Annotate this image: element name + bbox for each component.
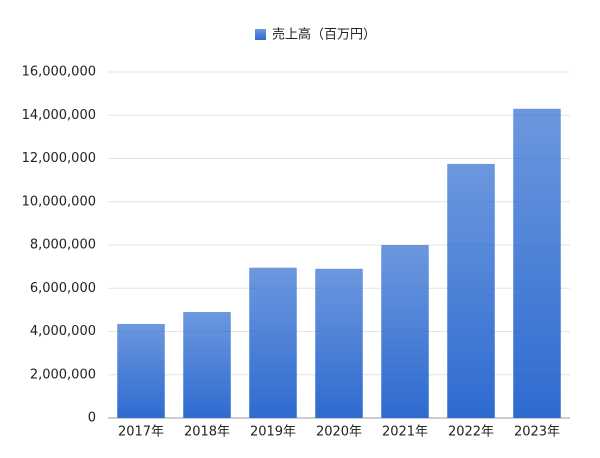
x-tick-label: 2020年 [316,425,362,440]
x-tick-label: 2018年 [184,425,230,440]
legend-swatch [255,29,266,40]
y-tick-label: 14,000,000 [22,108,96,123]
y-tick-label: 0 [88,411,96,426]
bar [513,108,561,418]
y-tick-label: 16,000,000 [22,65,96,80]
x-tick-label: 2023年 [514,425,560,440]
y-tick-label: 4,000,000 [30,324,96,339]
y-tick-label: 6,000,000 [30,281,96,296]
bar [183,312,231,418]
y-tick-label: 8,000,000 [30,238,96,253]
y-tick-label: 10,000,000 [22,194,96,209]
y-tick-label: 2,000,000 [30,367,96,382]
bar [315,268,363,418]
x-tick-label: 2017年 [118,425,164,440]
bar [381,245,429,418]
bar [447,163,495,418]
y-tick-label: 12,000,000 [22,151,96,166]
legend-label: 売上高（百万円） [272,27,376,43]
x-tick-label: 2022年 [448,425,494,440]
bar [117,323,165,418]
x-tick-label: 2019年 [250,425,296,440]
bar [249,267,297,418]
x-tick-label: 2021年 [382,425,428,440]
